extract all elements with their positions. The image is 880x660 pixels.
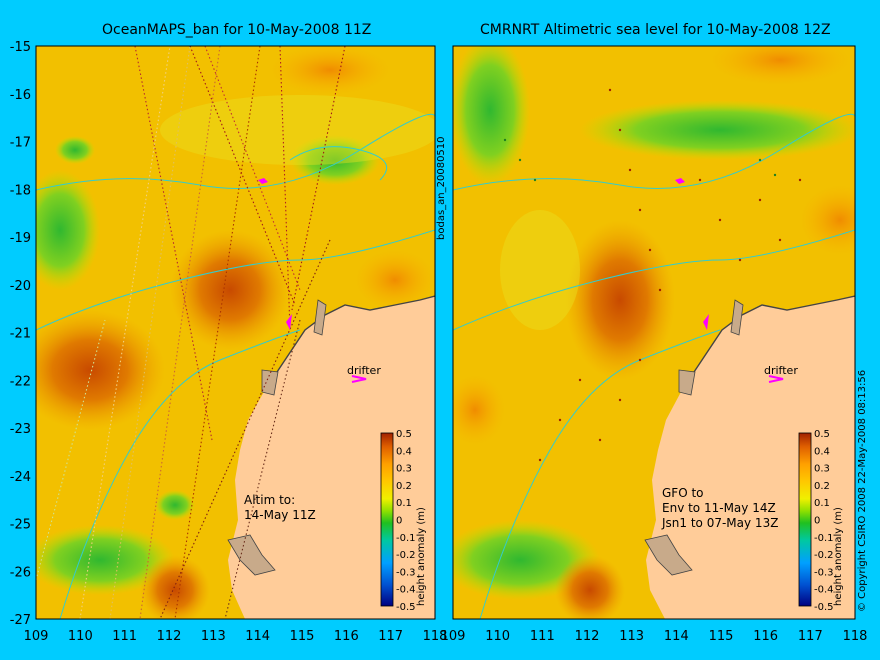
left-drifter-marker [351,375,367,383]
altim-note-line: Altim to: [244,493,296,507]
right-altim-note: GFO to Env to 11-May 14Z Jsn1 to 07-May … [662,486,778,531]
left-colorbar [380,432,394,607]
lat-tick-label: -25 [10,518,31,533]
lon-tick-label: 118 [843,629,868,644]
colorbar-tick-label: -0.1 [814,533,834,544]
colorbar-tick-label: 0.3 [814,464,830,475]
right-drifter-marker [768,375,784,383]
colorbar-tick-label: 0.2 [814,481,830,492]
altim-note-line: Jsn1 to 07-May 13Z [662,516,779,530]
lon-tick-label: 116 [753,629,778,644]
lon-tick-label: 116 [334,629,359,644]
lat-tick-label: -27 [10,613,31,628]
colorbar-tick-label: 0 [396,516,402,527]
left-colorbar-label: height anomaly (m) [416,507,427,606]
lon-tick-label: 117 [378,629,403,644]
colorbar-tick-label: -0.5 [396,602,416,613]
colorbar-tick-label: 0.3 [396,464,412,475]
colorbar-tick-label: 0.4 [814,446,830,457]
colorbar-tick-label: 0.1 [396,498,412,509]
lat-tick-label: -16 [10,88,31,103]
colorbar-tick-label: -0.4 [396,585,416,596]
colorbar-tick-label: -0.2 [814,550,834,561]
altim-note-line: 14-May 11Z [244,508,316,522]
altim-note-line: Env to 11-May 14Z [662,501,776,515]
lon-tick-label: 115 [290,629,315,644]
left-map [35,45,436,620]
lon-tick-label: 115 [709,629,734,644]
left-drifter-label: drifter [347,364,381,377]
lon-tick-label: 112 [157,629,182,644]
lon-tick-label: 114 [245,629,270,644]
lat-tick-label: -20 [10,279,31,294]
lon-tick-label: 109 [441,629,466,644]
right-colorbar-label: height anomaly (m) [833,507,844,606]
colorbar-tick-label: -0.1 [396,533,416,544]
colorbar-tick-label: 0.5 [814,429,830,440]
colorbar-tick-label: 0.5 [396,429,412,440]
right-colorbar [798,432,812,607]
copyright-text: © Copyright CSIRO 2008 22-May-2008 08:13… [857,369,868,612]
lat-tick-label: -26 [10,565,31,580]
lat-tick-label: -17 [10,136,31,151]
lon-tick-label: 113 [201,629,226,644]
left-altim-note: Altim to: 14-May 11Z [244,493,316,523]
lat-tick-label: -18 [10,183,31,198]
lon-tick-label: 111 [530,629,555,644]
colorbar-tick-label: 0.4 [396,446,412,457]
lat-tick-label: -21 [10,327,31,342]
colorbar-tick-label: 0.1 [814,498,830,509]
lon-tick-label: 113 [619,629,644,644]
lon-tick-label: 110 [485,629,510,644]
colorbar-tick-label: 0.2 [396,481,412,492]
right-panel-title: CMRNRT Altimetric sea level for 10-May-2… [480,22,831,38]
right-map [452,45,856,620]
altim-note-line: GFO to [662,486,704,500]
lat-tick-label: -23 [10,422,31,437]
lon-tick-label: 111 [112,629,137,644]
lon-tick-label: 109 [24,629,49,644]
lon-tick-label: 117 [798,629,823,644]
colorbar-tick-label: -0.3 [814,567,834,578]
lon-tick-label: 114 [664,629,689,644]
colorbar-tick-label: -0.4 [814,585,834,596]
right-drifter-label: drifter [764,364,798,377]
colorbar-tick-label: -0.2 [396,550,416,561]
lon-tick-label: 118 [423,629,448,644]
colorbar-tick-label: 0 [814,516,820,527]
lat-tick-label: -22 [10,374,31,389]
lon-tick-label: 112 [575,629,600,644]
lat-tick-label: -15 [10,40,31,55]
colorbar-tick-label: -0.3 [396,567,416,578]
lat-tick-label: -19 [10,231,31,246]
colorbar-tick-label: -0.5 [814,602,834,613]
lon-tick-label: 110 [68,629,93,644]
side-label: bodas_an_20080510 [436,136,447,240]
left-panel-title: OceanMAPS_ban for 10-May-2008 11Z [102,22,372,38]
lat-tick-label: -24 [10,470,31,485]
